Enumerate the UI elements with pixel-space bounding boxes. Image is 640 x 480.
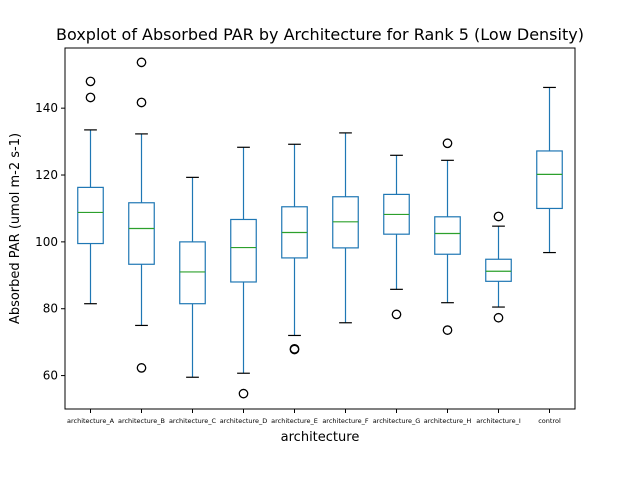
x-tick-label: architecture_A bbox=[67, 417, 115, 425]
outlier-point bbox=[493, 211, 504, 222]
x-tick-label: architecture_H bbox=[424, 417, 472, 425]
outlier-point bbox=[493, 312, 504, 323]
y-tick-label: 60 bbox=[43, 369, 58, 383]
outlier-point bbox=[442, 325, 453, 335]
outlier-point bbox=[85, 76, 96, 87]
y-tick-label: 100 bbox=[35, 235, 58, 249]
y-tick-label: 80 bbox=[43, 302, 58, 316]
box bbox=[230, 218, 257, 283]
x-axis-label: architecture bbox=[281, 430, 360, 445]
box bbox=[77, 186, 104, 245]
outlier-point bbox=[391, 309, 402, 320]
chart-title: Boxplot of Absorbed PAR by Architecture … bbox=[56, 25, 584, 44]
x-tick-label: control bbox=[538, 417, 561, 425]
outlier-point bbox=[85, 92, 96, 103]
y-tick-label: 140 bbox=[35, 101, 58, 115]
outlier-point bbox=[289, 343, 300, 354]
outlier-point bbox=[238, 388, 249, 399]
box bbox=[434, 216, 461, 255]
x-tick-label: architecture_D bbox=[220, 417, 268, 425]
y-tick-label: 120 bbox=[35, 168, 58, 182]
box bbox=[128, 202, 155, 265]
outlier-point bbox=[136, 57, 147, 68]
x-tick-label: architecture_B bbox=[118, 417, 165, 425]
x-tick-label: architecture_I bbox=[476, 417, 521, 425]
x-tick-label: architecture_E bbox=[271, 417, 318, 425]
box bbox=[536, 150, 563, 210]
box bbox=[179, 241, 206, 305]
box bbox=[485, 258, 512, 282]
outlier-point bbox=[136, 363, 147, 373]
y-axis-label: Absorbed PAR (umol m-2 s-1) bbox=[8, 133, 23, 324]
x-tick-label: architecture_G bbox=[373, 417, 421, 425]
plot-frame bbox=[64, 47, 576, 410]
x-tick-label: architecture_C bbox=[169, 417, 217, 425]
x-tick-label: architecture_F bbox=[322, 417, 369, 425]
outlier-point bbox=[442, 138, 453, 149]
outlier-point bbox=[136, 97, 147, 108]
